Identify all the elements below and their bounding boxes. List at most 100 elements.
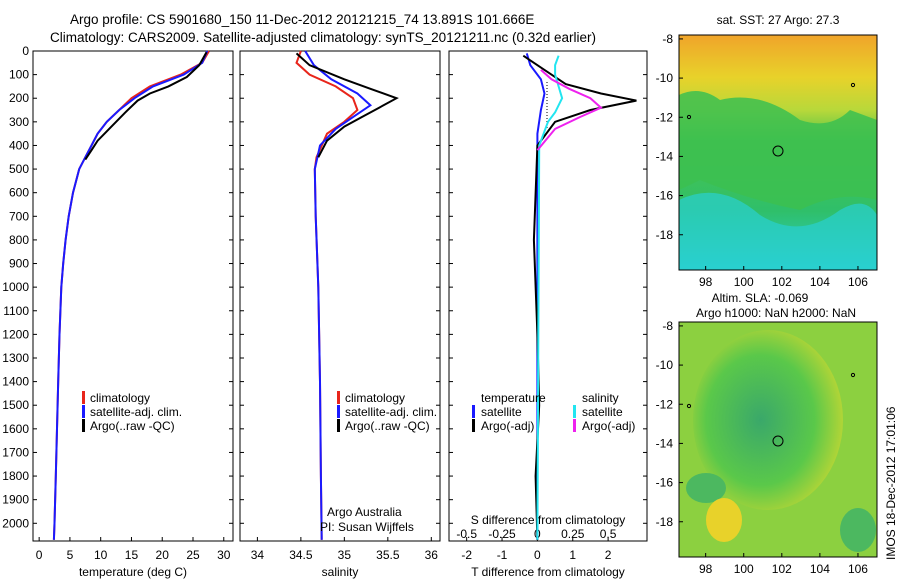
difference-x-ticks: -2 -1 0 1 2 bbox=[461, 537, 612, 562]
x-tick-label: 5 bbox=[67, 548, 74, 562]
map-x-tick-label: 106 bbox=[848, 562, 868, 576]
legend-label-argo: Argo(..raw -QC) bbox=[90, 419, 175, 433]
legend-swatch-s-satellite bbox=[573, 405, 576, 418]
sst-map-title: sat. SST: 27 Argo: 27.3 bbox=[717, 13, 840, 27]
sla-map-panel: Altim. SLA: -0.069 Argo h1000: NaN h2000… bbox=[656, 291, 878, 576]
depth-tick-label: 300 bbox=[9, 115, 29, 129]
map-y-tick-label: -8 bbox=[662, 319, 673, 333]
salinity-x-ticks: 34 34.5 35 35.5 36 bbox=[251, 537, 439, 562]
temperature-series bbox=[52, 50, 210, 540]
sst-map-yticks: -8 -10 -12 -14 -16 -18 bbox=[656, 32, 683, 242]
figure-title-line2: Climatology: CARS2009. Satellite-adjuste… bbox=[50, 30, 596, 45]
series-line-satellite-adj-clim- bbox=[52, 50, 209, 540]
sla-map-low-anomaly bbox=[693, 330, 843, 510]
legend-swatch-t-argo bbox=[472, 419, 475, 432]
depth-tick-label: 1100 bbox=[3, 304, 29, 318]
legend-label-s-satellite: satellite bbox=[582, 405, 623, 419]
map-y-tick-label: -18 bbox=[656, 228, 674, 242]
nearby-float-marker bbox=[686, 403, 692, 409]
credit-argo-australia: Argo Australia bbox=[327, 505, 402, 519]
map-y-tick-label: -12 bbox=[656, 397, 674, 411]
x-tick-label: 0 bbox=[534, 548, 541, 562]
depth-tick-label: 1000 bbox=[2, 280, 29, 294]
x-tick-label: 10 bbox=[94, 548, 108, 562]
temperature-legend: climatology satellite-adj. clim. Argo(..… bbox=[82, 391, 182, 433]
depth-tick-label: 1600 bbox=[2, 422, 29, 436]
legend-swatch-climatology bbox=[82, 391, 85, 404]
map-x-tick-label: 100 bbox=[734, 275, 754, 289]
sla-map-yticks: -8 -10 -12 -14 -16 -18 bbox=[656, 319, 683, 529]
temperature-panel: 0100200300400500600700800900100011001200… bbox=[2, 44, 647, 579]
legend-label-t-argo: Argo(-adj) bbox=[481, 419, 534, 433]
map-x-tick-label: 104 bbox=[810, 562, 830, 576]
map-y-tick-label: -10 bbox=[656, 358, 674, 372]
map-y-tick-label: -16 bbox=[656, 476, 674, 490]
difference-series bbox=[522, 53, 637, 540]
series-line-temperature-satellite bbox=[525, 53, 546, 540]
series-line-climatology bbox=[52, 50, 210, 540]
x-tick-label: 35 bbox=[338, 548, 352, 562]
legend-label-satellite: satellite-adj. clim. bbox=[345, 405, 437, 419]
legend-swatch-argo bbox=[82, 419, 85, 432]
temperature-xlabel: temperature (deg C) bbox=[79, 565, 187, 579]
map-x-tick-label: 106 bbox=[848, 275, 868, 289]
sla-map-title1: Altim. SLA: -0.069 bbox=[712, 291, 809, 305]
legend-title-temperature: temperature bbox=[481, 391, 546, 405]
map-y-tick-label: -12 bbox=[656, 110, 674, 124]
depth-tick-label: 900 bbox=[9, 257, 29, 271]
depth-tick-label: 1800 bbox=[2, 469, 29, 483]
s-diff-tick-label: -0.25 bbox=[488, 527, 516, 541]
series-line-salinity-argo-adj- bbox=[536, 69, 603, 151]
salinity-xlabel: salinity bbox=[322, 565, 359, 579]
sst-map-green-body bbox=[679, 91, 877, 210]
temperature-axes-frame bbox=[32, 50, 234, 542]
depth-tick-label: 0 bbox=[22, 44, 29, 58]
depth-tick-label: 400 bbox=[9, 138, 29, 152]
map-x-tick-label: 102 bbox=[772, 562, 792, 576]
nearby-float-marker bbox=[686, 114, 692, 120]
footer-timestamp: IMOS 18-Dec-2012 17:01:06 bbox=[884, 406, 898, 560]
depth-tick-label: 1900 bbox=[2, 493, 29, 507]
x-tick-label: 1 bbox=[569, 548, 576, 562]
argo-float-marker bbox=[772, 145, 784, 157]
x-tick-label: 36 bbox=[425, 548, 439, 562]
sla-map-title2: Argo h1000: NaN h2000: NaN bbox=[696, 306, 856, 320]
legend-swatch-climatology bbox=[337, 391, 340, 404]
s-diff-tick-label: 0.25 bbox=[561, 527, 585, 541]
x-tick-label: -2 bbox=[461, 548, 472, 562]
argo-float-marker bbox=[772, 435, 784, 447]
salinity-legend: climatology satellite-adj. clim. Argo(..… bbox=[337, 391, 437, 433]
series-line-argo-raw-qc- bbox=[295, 52, 399, 158]
series-line-argo-raw-qc- bbox=[84, 51, 208, 161]
credit-pi-name: PI: Susan Wijffels bbox=[320, 520, 414, 534]
x-tick-label: 20 bbox=[156, 548, 170, 562]
sla-map-xticks: 98 100 102 104 106 bbox=[699, 553, 868, 576]
sst-map-frame bbox=[678, 34, 878, 271]
x-tick-label: 34 bbox=[251, 548, 265, 562]
nearby-float-marker bbox=[850, 82, 856, 88]
depth-tick-label: 1700 bbox=[2, 445, 29, 459]
legend-label-t-satellite: satellite bbox=[481, 405, 522, 419]
temperature-x-ticks: 0 5 10 15 20 25 30 bbox=[36, 537, 231, 562]
x-tick-label: 35.5 bbox=[376, 548, 400, 562]
s-difference-label: S difference from climatology bbox=[471, 513, 626, 527]
legend-label-climatology: climatology bbox=[345, 391, 405, 405]
map-x-tick-label: 98 bbox=[699, 275, 713, 289]
depth-tick-label: 200 bbox=[9, 91, 29, 105]
legend-swatch-satellite bbox=[82, 405, 85, 418]
map-y-tick-label: -14 bbox=[656, 149, 674, 163]
x-tick-label: 30 bbox=[217, 548, 231, 562]
salinity-axes-frame bbox=[239, 50, 441, 542]
legend-swatch-satellite bbox=[337, 405, 340, 418]
x-tick-label: 25 bbox=[186, 548, 200, 562]
sst-map-panel: sat. SST: 27 Argo: 27.3 98 100 102 104 106 -… bbox=[656, 13, 878, 289]
map-x-tick-label: 98 bbox=[699, 562, 713, 576]
legend-label-satellite: satellite-adj. clim. bbox=[90, 405, 182, 419]
x-tick-label: -1 bbox=[497, 548, 508, 562]
depth-tick-label: 1300 bbox=[2, 351, 29, 365]
difference-axes-frame bbox=[448, 50, 648, 542]
map-x-tick-label: 102 bbox=[772, 275, 792, 289]
series-line-temperature-argo-adj- bbox=[522, 54, 637, 540]
legend-label-s-argo: Argo(-adj) bbox=[582, 419, 635, 433]
sst-map-cold-tongue bbox=[679, 192, 877, 270]
